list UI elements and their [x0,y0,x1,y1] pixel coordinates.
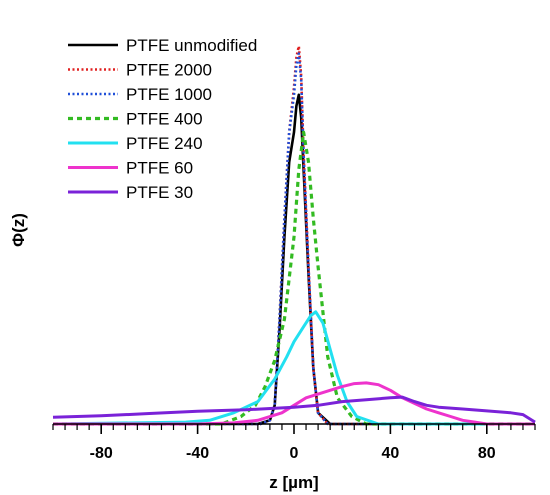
x-tick-label: -40 [186,445,209,462]
x-ticks [52,424,536,434]
legend-label: PTFE 400 [126,110,203,129]
legend-label: PTFE 60 [126,159,193,178]
x-tick-label: 80 [478,445,496,462]
legend: PTFE unmodified PTFE 2000 PTFE 1000 PTFE 40… [68,36,257,202]
legend-label: PTFE 30 [126,183,193,202]
legend-label: PTFE 240 [126,134,203,153]
legend-label: PTFE 1000 [126,85,212,104]
x-tick-label: 40 [382,445,400,462]
series-line [53,44,535,426]
y-axis-label: Φ(z) [9,213,28,247]
legend-label: PTFE 2000 [126,61,212,80]
series-line [53,381,535,426]
legend-label: PTFE unmodified [126,36,257,55]
x-tick-label: 0 [290,445,299,462]
x-tick-label: -80 [90,445,113,462]
plot-area [52,44,536,426]
x-tick-labels: -80 -40 0 40 80 [90,445,496,462]
x-axis-label: z [µm] [269,473,318,492]
series-line [53,130,535,426]
series-line [53,93,535,426]
series-line [52,395,536,424]
series-line [52,310,535,426]
